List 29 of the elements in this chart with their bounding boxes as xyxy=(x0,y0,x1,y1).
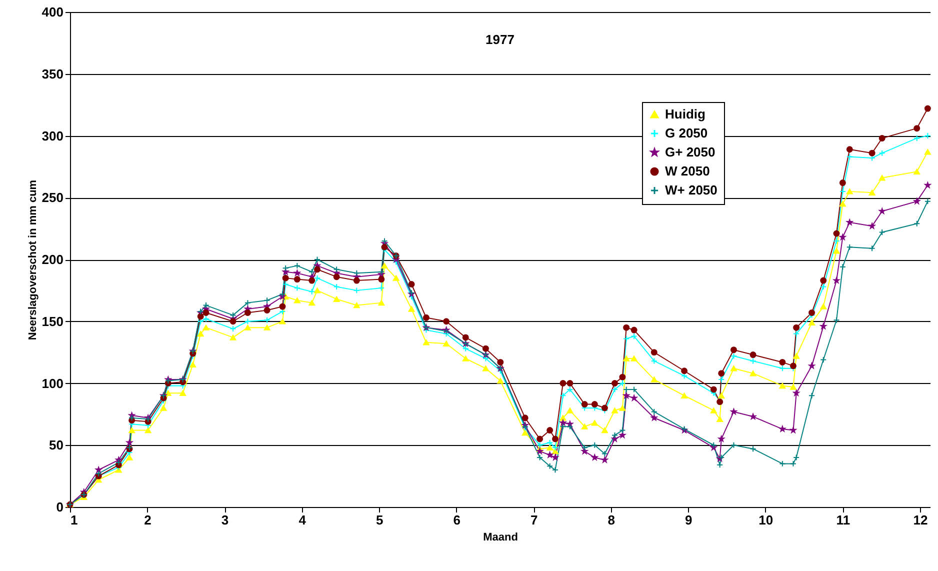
y-tick-label: 150 xyxy=(42,314,64,329)
legend-label: W+ 2050 xyxy=(665,182,718,198)
y-tick-label: 300 xyxy=(42,128,64,144)
legend-label: Huidig xyxy=(665,106,706,122)
text: 1977 xyxy=(486,32,514,47)
x-tick-label: 7 xyxy=(530,512,538,528)
y-tick-label: 350 xyxy=(42,66,64,82)
x-tick-label: 9 xyxy=(685,512,692,528)
x-tick-label: 10 xyxy=(758,512,774,528)
x-tick-label: 12 xyxy=(913,512,928,528)
x-axis-title: Maand xyxy=(483,532,518,544)
legend-label: W 2050 xyxy=(665,164,710,178)
legend-label: G 2050 xyxy=(665,126,708,140)
x-tick-label: 3 xyxy=(221,512,229,528)
x-tick-label: 6 xyxy=(453,512,460,528)
y-tick-label: 50 xyxy=(49,438,64,453)
y-tick-label: 0 xyxy=(56,500,64,514)
x-tick-label: 5 xyxy=(376,512,384,528)
x-tick-label: 1 xyxy=(70,512,78,528)
y-tick-label: 200 xyxy=(42,252,64,267)
y-tick-label: 250 xyxy=(42,190,64,206)
y-axis-title: Neerslagoverschot in mm cum xyxy=(26,180,39,340)
y-tick-label: 100 xyxy=(42,376,64,391)
y-tick-label: 400 xyxy=(42,4,64,20)
x-tick-label: 4 xyxy=(298,512,307,528)
x-tick-label: 8 xyxy=(608,512,615,528)
x-tick-label: 2 xyxy=(144,512,152,528)
x-tick-label: 11 xyxy=(836,512,850,528)
legend-label: G+ 2050 xyxy=(665,144,716,160)
